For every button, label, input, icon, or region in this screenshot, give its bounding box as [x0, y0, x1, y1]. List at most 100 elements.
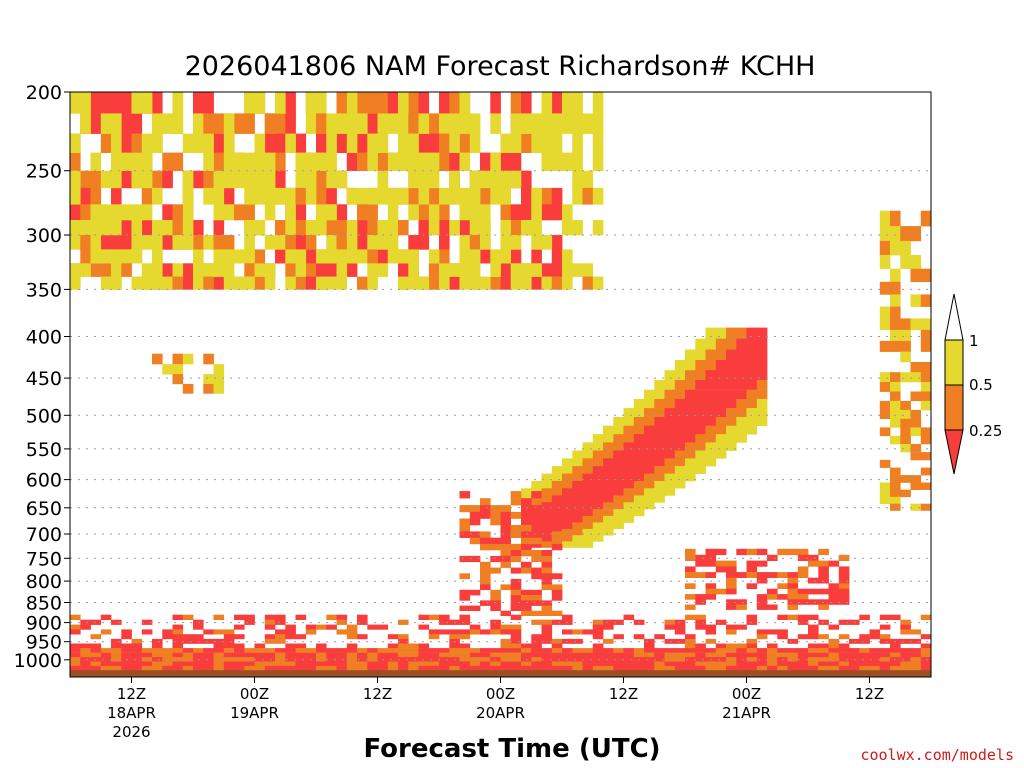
ri-cell: [818, 643, 829, 649]
ri-cell: [377, 263, 389, 277]
ri-cell: [705, 594, 717, 600]
y-tick-label: 850: [26, 593, 62, 615]
ri-cell: [859, 657, 870, 662]
ri-cell: [531, 263, 542, 277]
ri-cell: [900, 665, 911, 671]
ri-cell: [746, 648, 758, 653]
ri-cell: [910, 444, 922, 453]
ri-cell: [551, 509, 563, 517]
ri-cell: [162, 629, 173, 635]
ri-cell: [900, 619, 911, 625]
ri-cell: [490, 505, 501, 513]
ri-cell: [603, 473, 614, 482]
ri-cell: [541, 263, 553, 277]
ri-cell: [285, 133, 296, 153]
ri-cell: [275, 249, 286, 264]
ri-cell: [664, 434, 676, 443]
ri-cell: [797, 548, 809, 556]
ri-cell: [746, 425, 758, 435]
ri-cell: [70, 643, 81, 649]
ri-cell: [326, 652, 337, 658]
ri-cell: [531, 595, 542, 601]
ri-cell: [213, 648, 225, 653]
ri-cell: [469, 220, 481, 236]
ri-cell: [551, 652, 563, 658]
ri-cell: [838, 566, 850, 573]
ri-cell: [264, 170, 276, 189]
ri-cell: [305, 629, 317, 635]
ri-cell: [726, 588, 737, 595]
ri-cell: [480, 665, 491, 671]
ri-cell: [838, 665, 850, 671]
ri-cell: [797, 661, 809, 667]
ri-cell: [408, 235, 419, 250]
ri-cell: [172, 235, 184, 250]
ri-cell: [367, 652, 378, 658]
ri-cell: [141, 648, 153, 653]
ri-cell: [295, 276, 307, 290]
ri-cell: [531, 491, 542, 499]
ri-cell: [705, 399, 717, 409]
ri-cell: [336, 92, 348, 114]
ri-cell: [767, 594, 778, 600]
ri-cell: [100, 652, 112, 658]
ri-cell: [490, 648, 501, 653]
ri-cell: [510, 657, 522, 662]
ri-cell: [275, 220, 286, 236]
ri-cell: [367, 624, 378, 630]
ri-cell: [193, 235, 204, 250]
ri-cell: [644, 661, 655, 667]
ri-cell: [582, 170, 594, 189]
ri-cell: [808, 588, 819, 595]
ri-cell: [326, 204, 337, 221]
ri-cell: [510, 170, 522, 189]
ri-cell: [551, 187, 563, 205]
ri-cell: [633, 648, 645, 653]
ri-cell: [674, 434, 686, 443]
ri-cell: [172, 657, 184, 662]
ri-cell: [828, 599, 840, 605]
ri-cell: [541, 515, 553, 523]
ri-cell: [418, 661, 430, 667]
ri-cell: [469, 133, 481, 153]
x-tick-label: 00Z: [732, 685, 761, 703]
ri-cell: [828, 661, 840, 667]
ri-cell: [439, 113, 450, 134]
ri-cell: [685, 643, 696, 649]
ri-cell: [90, 648, 102, 653]
ri-cell: [367, 249, 378, 264]
ri-cell: [623, 502, 635, 510]
ri-cell: [531, 567, 542, 574]
ri-cell: [439, 235, 450, 250]
ri-cell: [285, 220, 296, 236]
ri-cell: [879, 482, 891, 490]
ri-cell: [859, 665, 870, 671]
ri-cell: [551, 249, 563, 264]
ri-cell: [336, 648, 348, 653]
ri-cell: [510, 550, 522, 557]
ri-cell: [756, 572, 768, 578]
ri-cell: [521, 505, 532, 513]
ri-cell: [828, 588, 840, 595]
ri-cell: [879, 624, 891, 630]
ri-cell: [736, 648, 747, 653]
ri-cell: [695, 665, 706, 671]
ri-cell: [326, 661, 337, 667]
ri-cell: [674, 458, 686, 467]
ri-cell: [490, 605, 501, 611]
ri-cell: [541, 578, 553, 585]
ri-cell: [387, 652, 399, 658]
ri-cell: [193, 263, 204, 277]
ri-cell: [480, 276, 491, 290]
ri-cell: [439, 614, 450, 620]
ri-cell: [797, 652, 809, 658]
ri-cell: [715, 425, 727, 435]
ri-cell: [592, 133, 604, 153]
ri-cell: [879, 634, 891, 640]
ri-cell: [336, 661, 348, 667]
ri-cell: [582, 541, 594, 548]
ri-cell: [305, 652, 317, 658]
ri-cell: [459, 605, 471, 611]
ri-cell: [70, 657, 81, 662]
ri-cell: [213, 383, 225, 394]
